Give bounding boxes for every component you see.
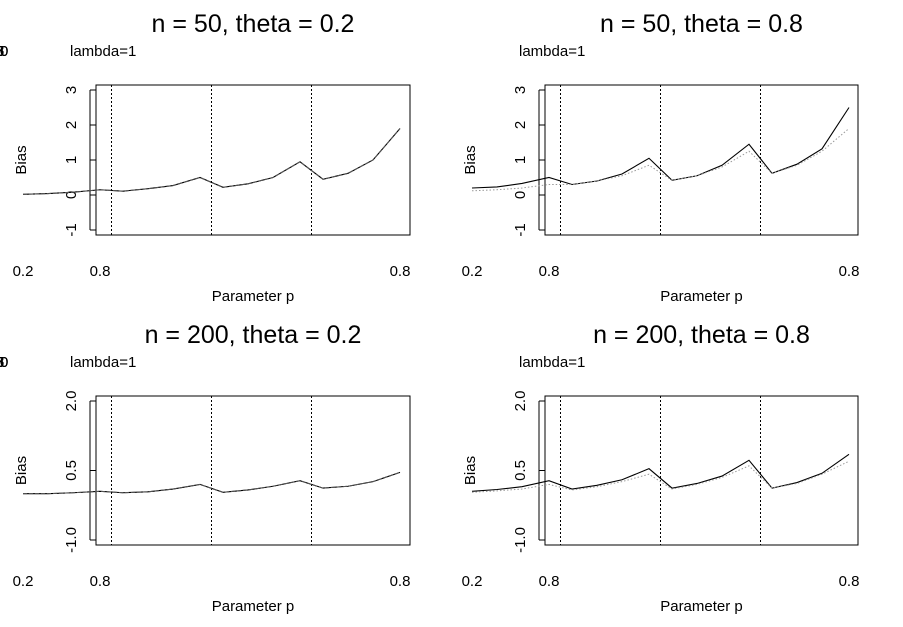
- x-axis-label: Parameter p: [660, 288, 743, 305]
- group-label: lambda=1: [519, 43, 585, 60]
- x-tick-label: 0.8: [90, 263, 111, 280]
- group-label: 10: [0, 354, 8, 371]
- chart-panel-4: n = 200, theta = 0.8 lambda=1 3510 -1.0 0.5 2…: [0, 321, 859, 615]
- x-tick-label: 0.8: [90, 573, 111, 590]
- x-tick-label: 0.8: [539, 573, 560, 590]
- x-tick-label: 0.2: [13, 263, 34, 280]
- series-line-2: [23, 471, 401, 495]
- y-tick-label: 2.0: [63, 391, 80, 412]
- y-tick-label: -1: [512, 223, 529, 236]
- group-label: 10: [0, 43, 8, 60]
- group-label: 3: [0, 43, 4, 60]
- y-axis-label: Bias: [462, 145, 479, 174]
- x-tick-label: 0.8: [839, 573, 860, 590]
- x-tick-label: 0.2: [462, 573, 483, 590]
- y-tick-label: -1.0: [512, 527, 529, 553]
- plot-frame: [95, 84, 411, 236]
- group-label: lambda=1: [70, 354, 136, 371]
- y-tick-label: 0: [63, 191, 80, 199]
- y-tick-label: 1: [63, 156, 80, 164]
- x-tick-label: 0.2: [13, 573, 34, 590]
- group-label: lambda=1: [519, 354, 585, 371]
- group-label: 3: [0, 43, 4, 60]
- group-label: 5: [0, 43, 4, 60]
- chart-panel-1: n = 50, theta = 0.2lambda=13510-10123Bia…: [0, 10, 411, 305]
- series-line-2: [471, 460, 850, 493]
- x-tick-label: 0.8: [539, 263, 560, 280]
- y-tick-label: 2: [63, 121, 80, 129]
- plot-frame: [95, 395, 411, 546]
- plot-frame: [544, 84, 859, 236]
- series-line-1: [471, 107, 850, 189]
- group-label: 5: [0, 354, 4, 371]
- x-axis-label: Parameter p: [212, 598, 295, 615]
- y-tick-label: -1: [63, 223, 80, 236]
- y-axis-label: Bias: [462, 456, 479, 485]
- chart-title: n = 200, theta = 0.2: [145, 321, 362, 349]
- group-label: 5: [0, 43, 4, 60]
- chart-title: n = 50, theta = 0.8: [600, 10, 803, 38]
- y-tick-label: 0.5: [512, 460, 529, 481]
- plot-frame: [544, 395, 859, 546]
- y-tick-label: 2: [512, 121, 529, 129]
- group-label: lambda=1: [70, 43, 136, 60]
- group-label: 3: [0, 354, 4, 371]
- y-tick-label: 2.0: [512, 391, 529, 412]
- chart-title: n = 50, theta = 0.2: [152, 10, 355, 38]
- y-tick-label: 0: [512, 191, 529, 199]
- y-axis-label: Bias: [13, 456, 30, 485]
- y-axis-label: Bias: [13, 145, 30, 174]
- y-tick-label: 3: [512, 86, 529, 94]
- chart-panel-3: n = 200, theta = 0.2 lambda=1 3510 -1.0 0.5 2…: [0, 321, 411, 615]
- group-label: 5: [0, 354, 4, 371]
- series-line-2: [471, 128, 850, 192]
- chart-title: n = 200, theta = 0.8: [593, 321, 810, 349]
- x-tick-label: 0.8: [390, 573, 411, 590]
- group-label: 3: [0, 354, 4, 371]
- chart-panel-2: n = 50, theta = 0.8lambda=13510-10123Bia…: [0, 10, 859, 305]
- x-tick-label: 0.8: [839, 263, 860, 280]
- series-line-2: [22, 128, 401, 195]
- x-tick-label: 0.8: [390, 263, 411, 280]
- x-tick-label: 0.2: [462, 263, 483, 280]
- x-axis-label: Parameter p: [660, 598, 743, 615]
- group-label: 10: [0, 43, 8, 60]
- y-tick-label: 1: [512, 156, 529, 164]
- y-tick-label: 0.5: [63, 460, 80, 481]
- y-tick-label: 3: [63, 86, 80, 94]
- x-axis-label: Parameter p: [212, 288, 295, 305]
- y-tick-label: -1.0: [63, 527, 80, 553]
- group-label: 10: [0, 354, 8, 371]
